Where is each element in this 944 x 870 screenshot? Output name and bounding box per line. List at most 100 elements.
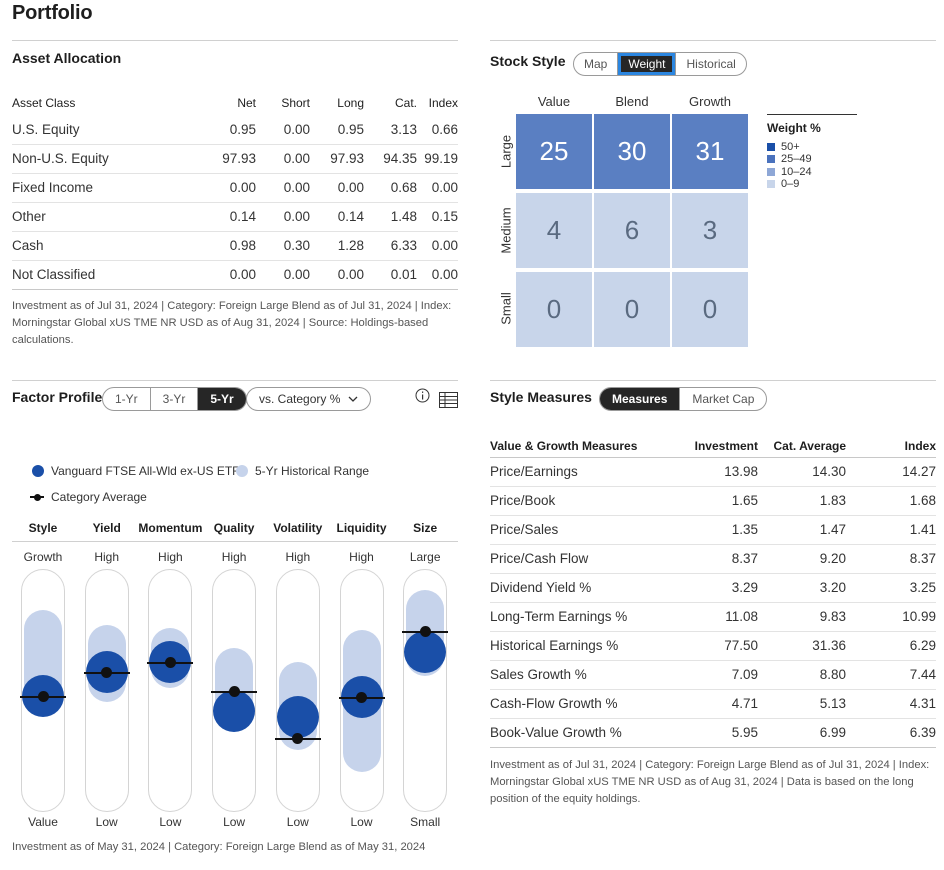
tab-1yr[interactable]: 1-Yr [103, 388, 151, 410]
table-row: Cash 0.98 0.30 1.28 6.33 0.00 [12, 231, 458, 261]
factor-name: Yield [92, 521, 121, 535]
style-row-small: Small [498, 292, 514, 325]
tab-5yr[interactable]: 5-Yr [198, 388, 246, 410]
factor-track [147, 569, 194, 812]
legend-divider [767, 114, 857, 115]
tab-weight[interactable]: Weight [618, 53, 677, 75]
tab-market-cap[interactable]: Market Cap [692, 392, 755, 406]
value-cell: 3.13 [364, 115, 417, 145]
value-cell: 1.68 [846, 486, 936, 516]
comparison-dropdown[interactable]: vs. Category % [246, 387, 372, 411]
legend-item: 0–9 [767, 178, 812, 190]
factor-track [274, 569, 321, 812]
style-row-medium: Medium [498, 207, 514, 254]
style-cell-large-blend: 30 [594, 114, 670, 189]
factor-bottom-label: Small [410, 815, 441, 829]
factor-top-label: High [94, 550, 120, 564]
factor-top-label: High [349, 550, 374, 564]
style-row-large: Large [498, 134, 514, 169]
value-cell: 11.08 [680, 602, 758, 632]
value-cell: 1.35 [680, 515, 758, 545]
asset-class-cell: Fixed Income [12, 173, 164, 203]
dropdown-value: vs. Category % [259, 392, 341, 406]
col-header: Cat. [394, 95, 417, 110]
value-cell: 0.95 [164, 115, 256, 145]
table-row: Fixed Income 0.00 0.00 0.00 0.68 0.00 [12, 173, 458, 203]
value-cell: 6.99 [758, 718, 846, 748]
factor-bottom-label: Low [286, 815, 309, 829]
legend-range: 5-Yr Historical Range [236, 464, 369, 478]
legend-category: Category Average [30, 490, 147, 504]
style-cell-medium-value: 4 [516, 193, 592, 268]
measure-name-cell: Price/Sales [490, 515, 680, 545]
style-measures-note: Investment as of Jul 31, 2024 | Category… [490, 759, 930, 805]
col-header: Value & Growth Measures [490, 439, 638, 454]
factor-top-label: Growth [23, 550, 63, 564]
style-col-value: Value [537, 94, 571, 109]
table-row: Non-U.S. Equity 97.93 0.00 97.93 94.35 99.19 [12, 144, 458, 174]
legend-item: 50+ [767, 141, 812, 153]
table-row: Price/Earnings 13.98 14.30 14.27 [490, 456, 936, 487]
value-cell: 8.37 [680, 544, 758, 574]
factor-track [338, 569, 385, 812]
style-cell-large-value: 25 [516, 114, 592, 189]
factor-name: Quality [213, 521, 255, 535]
value-cell: 0.14 [310, 202, 364, 232]
tab-measures[interactable]: Measures [600, 388, 681, 410]
factor-name: Style [28, 521, 58, 535]
factor-profile-title: Factor Profile [12, 389, 103, 405]
col-header: Net [237, 95, 256, 110]
value-cell: 97.93 [164, 144, 256, 174]
page-title: Portfolio [12, 2, 93, 24]
col-header: Long [337, 95, 364, 110]
fund-bubble [404, 631, 447, 673]
measure-name-cell: Price/Cash Flow [490, 544, 680, 574]
value-cell: 1.28 [310, 231, 364, 261]
chevron-down-icon [348, 396, 358, 402]
style-cell-small-growth: 0 [672, 272, 748, 347]
info-icon[interactable] [415, 388, 430, 403]
table-row: U.S. Equity 0.95 0.00 0.95 3.13 0.66 [12, 115, 458, 145]
table-view-icon[interactable] [439, 392, 458, 408]
table-row: Price/Sales 1.35 1.47 1.41 [490, 515, 936, 545]
category-dot [292, 733, 304, 744]
col-header: Cat. Average [773, 439, 846, 454]
legend-item: 25–49 [767, 153, 812, 165]
value-cell: 0.00 [310, 173, 364, 203]
weight-legend-title: Weight % [767, 121, 821, 135]
style-cell-large-growth: 31 [672, 114, 748, 189]
stock-style-tabs: Map Weight Historical [573, 52, 747, 76]
weight-legend: 50+ 25–49 10–24 0–9 [767, 141, 812, 190]
style-measures-tabs: Measures Market Cap [599, 387, 768, 411]
style-col-blend: Blend [615, 94, 649, 109]
factor-top-label: High [221, 550, 247, 564]
factor-track [83, 569, 130, 812]
value-cell: 0.14 [164, 202, 256, 232]
legend-fund: Vanguard FTSE All-Wld ex-US ETF [32, 464, 240, 478]
value-cell: 0.00 [256, 202, 310, 232]
style-cell-medium-growth: 3 [672, 193, 748, 268]
fund-bubble [213, 690, 256, 732]
category-dot [101, 667, 113, 678]
table-header-row: Value & Growth Measures Investment Cat. … [490, 436, 936, 457]
factor-name: Momentum [138, 521, 203, 535]
asset-class-cell: Cash [12, 231, 164, 261]
tab-3yr[interactable]: 3-Yr [151, 388, 199, 410]
value-cell: 4.71 [680, 689, 758, 719]
legend-item: 10–24 [767, 166, 812, 178]
tab-map[interactable]: Map [574, 53, 619, 75]
tab-historical[interactable]: Historical [686, 57, 736, 71]
value-cell: 0.66 [417, 115, 458, 145]
value-cell: 5.95 [680, 718, 758, 748]
table-row: Sales Growth % 7.09 8.80 7.44 [490, 660, 936, 690]
fund-dot-icon [32, 465, 44, 477]
fund-bubble [276, 696, 319, 738]
value-cell: 0.00 [256, 144, 310, 174]
factor-bottom-label: Low [223, 815, 246, 829]
category-marker-icon [30, 493, 44, 501]
table-row: Cash-Flow Growth % 4.71 5.13 4.31 [490, 689, 936, 719]
factor-top-label: High [285, 550, 311, 564]
value-cell: 1.65 [680, 486, 758, 516]
col-header: Investment [694, 439, 758, 454]
value-cell: 94.35 [364, 144, 417, 174]
